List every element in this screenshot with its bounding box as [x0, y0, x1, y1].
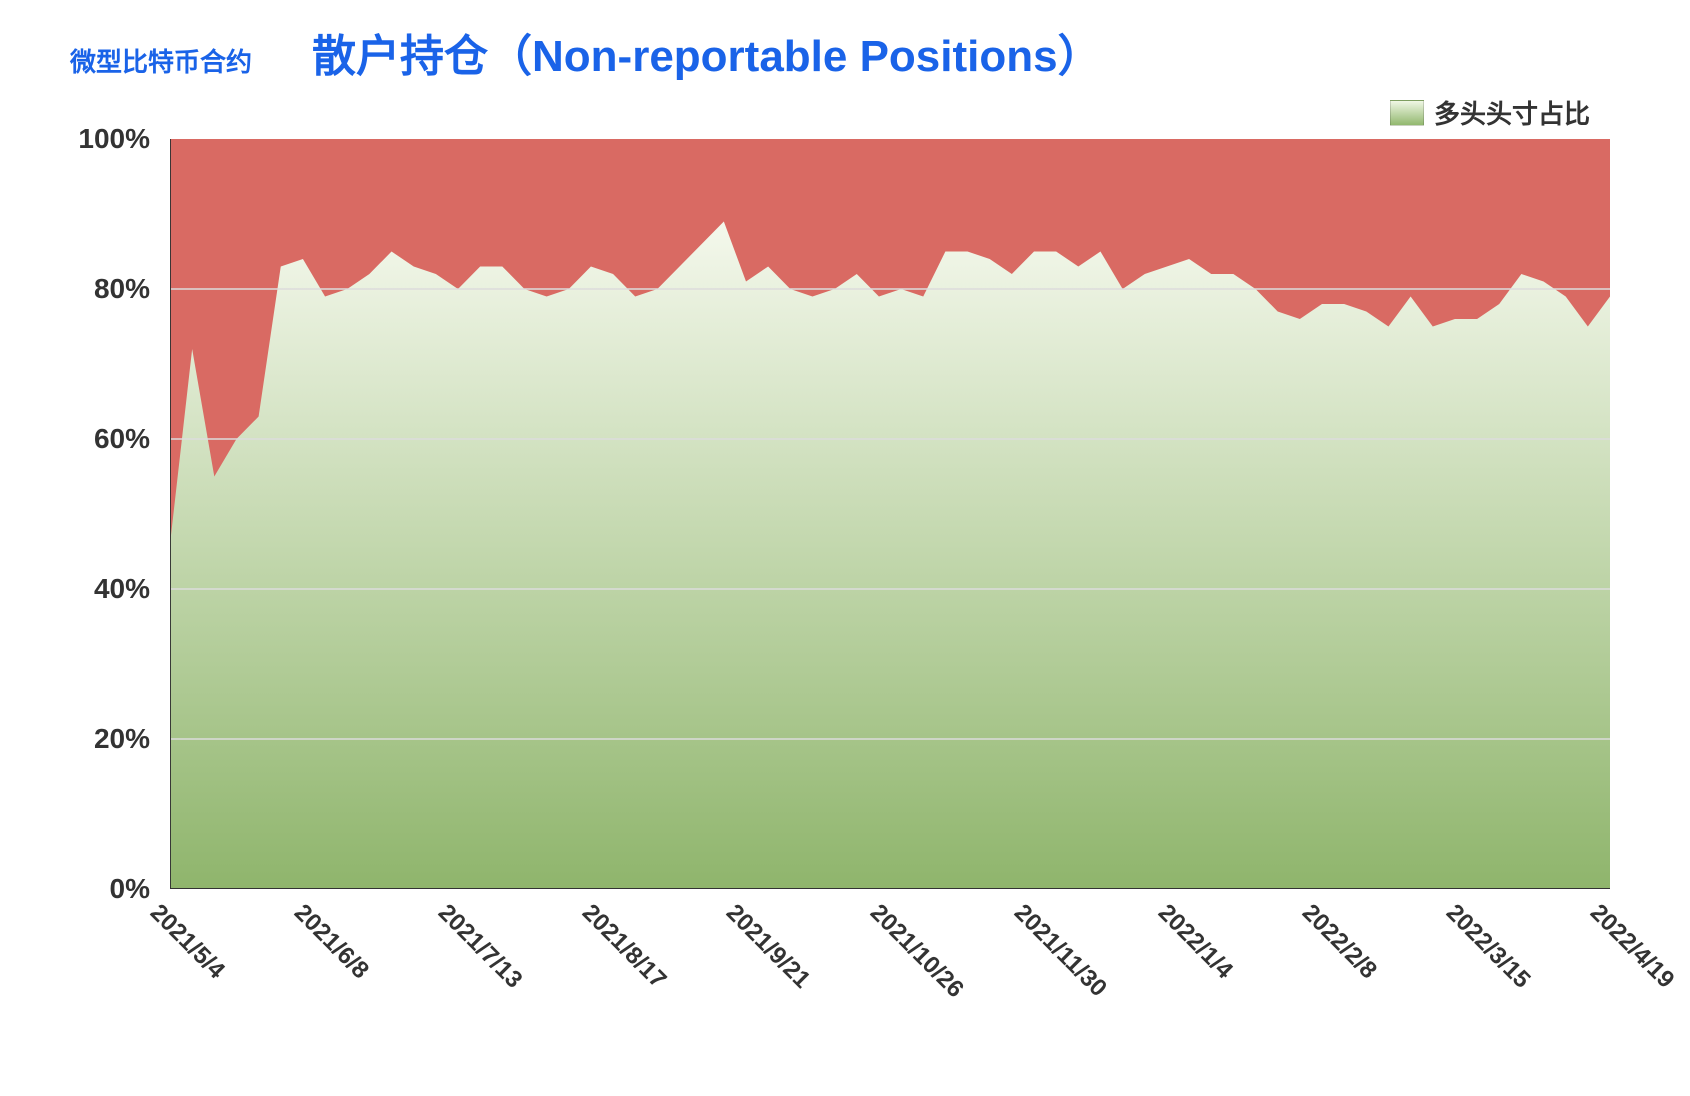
- x-tick-label: 2021/10/26: [864, 899, 969, 1004]
- chart-subtitle: 微型比特币合约: [70, 42, 252, 79]
- chart-container: 微型比特币合约 散户持仓（Non-reportable Positions） 多…: [0, 0, 1690, 1096]
- x-tick-label: 2022/1/4: [1152, 899, 1238, 985]
- y-tick-label: 20%: [50, 723, 150, 755]
- x-tick-label: 2022/3/15: [1440, 899, 1535, 994]
- x-tick-label: 2022/4/19: [1584, 899, 1679, 994]
- plot-area: [170, 139, 1610, 889]
- chart-area: 0%20%40%60%80%100% 2021/5/42021/6/: [40, 139, 1650, 979]
- x-tick-label: 2021/7/13: [432, 899, 527, 994]
- y-tick-label: 100%: [50, 123, 150, 155]
- y-tick-label: 0%: [50, 873, 150, 905]
- y-tick-label: 80%: [50, 273, 150, 305]
- chart-legend: 多头头寸占比: [40, 94, 1650, 131]
- chart-header: 微型比特币合约 散户持仓（Non-reportable Positions）: [40, 20, 1650, 84]
- x-tick-label: 2021/11/30: [1008, 899, 1112, 1003]
- y-tick-label: 40%: [50, 573, 150, 605]
- x-axis: 2021/5/42021/6/82021/7/132021/8/172021/9…: [170, 899, 1610, 1019]
- y-tick-label: 60%: [50, 423, 150, 455]
- chart-title: 散户持仓（Non-reportable Positions）: [312, 20, 1102, 84]
- series-bottom-fill: [170, 222, 1610, 890]
- legend-swatch-icon: [1390, 100, 1424, 126]
- x-tick-label: 2021/6/8: [288, 899, 374, 985]
- legend-label: 多头头寸占比: [1434, 94, 1590, 131]
- x-tick-label: 2021/8/17: [576, 899, 671, 994]
- x-tick-label: 2022/2/8: [1296, 899, 1382, 985]
- chart-svg: [170, 139, 1610, 889]
- x-tick-label: 2021/9/21: [720, 899, 815, 994]
- y-axis: 0%20%40%60%80%100%: [40, 139, 160, 889]
- x-tick-label: 2021/5/4: [144, 899, 230, 985]
